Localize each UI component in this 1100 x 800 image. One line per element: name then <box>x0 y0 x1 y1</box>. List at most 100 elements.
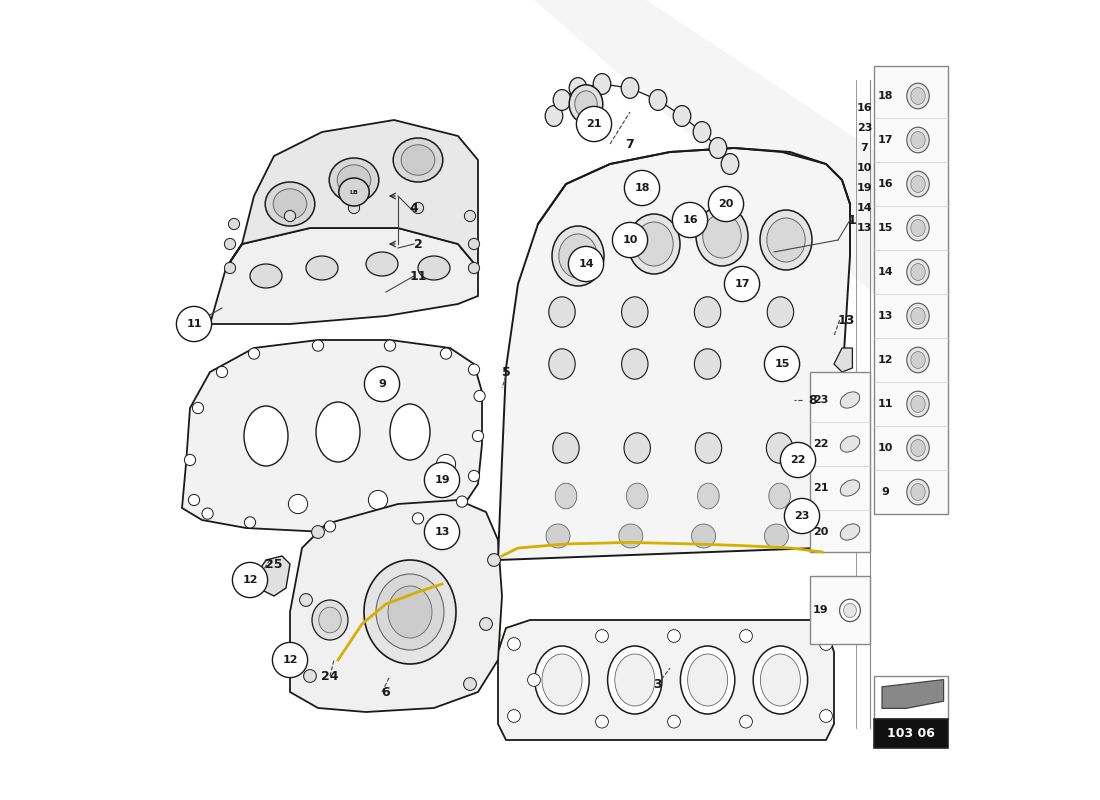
Ellipse shape <box>722 154 739 174</box>
Ellipse shape <box>840 436 860 452</box>
Text: 19: 19 <box>813 606 828 615</box>
Ellipse shape <box>767 433 793 463</box>
Text: 15: 15 <box>878 223 893 233</box>
Text: 10: 10 <box>878 443 893 453</box>
Circle shape <box>273 642 308 678</box>
Text: 21: 21 <box>586 119 602 129</box>
Polygon shape <box>498 620 834 740</box>
Circle shape <box>613 222 648 258</box>
Text: 11: 11 <box>878 399 893 409</box>
Text: 13: 13 <box>878 311 893 321</box>
Text: 7: 7 <box>626 138 635 150</box>
Circle shape <box>783 674 796 686</box>
Ellipse shape <box>697 483 719 509</box>
Ellipse shape <box>635 222 673 266</box>
Ellipse shape <box>649 90 667 110</box>
Circle shape <box>708 186 744 222</box>
Ellipse shape <box>615 654 654 706</box>
Text: 11: 11 <box>186 319 201 329</box>
Ellipse shape <box>906 83 930 109</box>
Circle shape <box>188 494 199 506</box>
Ellipse shape <box>388 586 432 638</box>
Circle shape <box>668 715 681 728</box>
Text: 9: 9 <box>881 487 889 497</box>
Polygon shape <box>498 148 850 560</box>
Text: 21: 21 <box>813 483 828 493</box>
Ellipse shape <box>906 435 930 461</box>
Text: 9: 9 <box>378 379 386 389</box>
Circle shape <box>217 366 228 378</box>
Text: 2: 2 <box>414 238 422 250</box>
Ellipse shape <box>911 176 925 193</box>
Ellipse shape <box>906 479 930 505</box>
Circle shape <box>764 524 789 548</box>
Ellipse shape <box>569 85 603 123</box>
Text: 23: 23 <box>813 395 828 405</box>
Ellipse shape <box>906 259 930 285</box>
Ellipse shape <box>621 297 648 327</box>
Text: 23: 23 <box>794 511 810 521</box>
Circle shape <box>425 462 460 498</box>
Text: 19: 19 <box>434 475 450 485</box>
Circle shape <box>487 554 500 566</box>
Ellipse shape <box>546 106 563 126</box>
Ellipse shape <box>624 433 650 463</box>
Ellipse shape <box>906 391 930 417</box>
Ellipse shape <box>767 349 793 379</box>
Circle shape <box>569 246 604 282</box>
Circle shape <box>249 348 260 359</box>
Circle shape <box>725 266 760 302</box>
Ellipse shape <box>306 256 338 280</box>
Circle shape <box>507 638 520 650</box>
Circle shape <box>456 496 468 507</box>
Circle shape <box>299 594 312 606</box>
Text: LB: LB <box>350 190 359 194</box>
Circle shape <box>784 498 820 534</box>
Circle shape <box>472 430 484 442</box>
Text: 17: 17 <box>878 135 893 145</box>
Ellipse shape <box>244 406 288 466</box>
Ellipse shape <box>376 574 444 650</box>
Circle shape <box>324 521 336 532</box>
Circle shape <box>176 306 211 342</box>
Bar <box>874 676 947 719</box>
Circle shape <box>244 517 255 528</box>
Circle shape <box>739 630 752 642</box>
Text: 20: 20 <box>813 527 828 537</box>
Text: 12: 12 <box>878 355 893 365</box>
Ellipse shape <box>319 607 341 633</box>
Ellipse shape <box>339 178 370 206</box>
Ellipse shape <box>911 396 925 413</box>
Ellipse shape <box>754 646 807 714</box>
Circle shape <box>412 513 424 524</box>
Ellipse shape <box>695 433 722 463</box>
Ellipse shape <box>911 351 925 368</box>
Circle shape <box>692 524 716 548</box>
Text: 23: 23 <box>857 123 872 133</box>
Text: 1: 1 <box>848 214 857 226</box>
Circle shape <box>437 454 455 474</box>
Circle shape <box>288 494 308 514</box>
Circle shape <box>185 454 196 466</box>
Ellipse shape <box>621 78 639 98</box>
Circle shape <box>619 524 642 548</box>
Ellipse shape <box>621 349 648 379</box>
Bar <box>810 372 870 552</box>
Circle shape <box>764 346 800 382</box>
Ellipse shape <box>265 182 315 226</box>
Ellipse shape <box>329 158 378 202</box>
Ellipse shape <box>906 127 930 153</box>
Text: 14: 14 <box>857 203 872 213</box>
Ellipse shape <box>338 165 371 195</box>
Text: 18: 18 <box>878 91 893 101</box>
Ellipse shape <box>559 234 597 278</box>
Ellipse shape <box>696 206 748 266</box>
Circle shape <box>464 210 475 222</box>
Circle shape <box>625 170 660 206</box>
Ellipse shape <box>418 256 450 280</box>
Polygon shape <box>210 228 478 324</box>
Polygon shape <box>182 340 482 532</box>
Ellipse shape <box>906 215 930 241</box>
Text: 1485: 1485 <box>625 429 779 483</box>
Text: 17: 17 <box>735 279 750 289</box>
